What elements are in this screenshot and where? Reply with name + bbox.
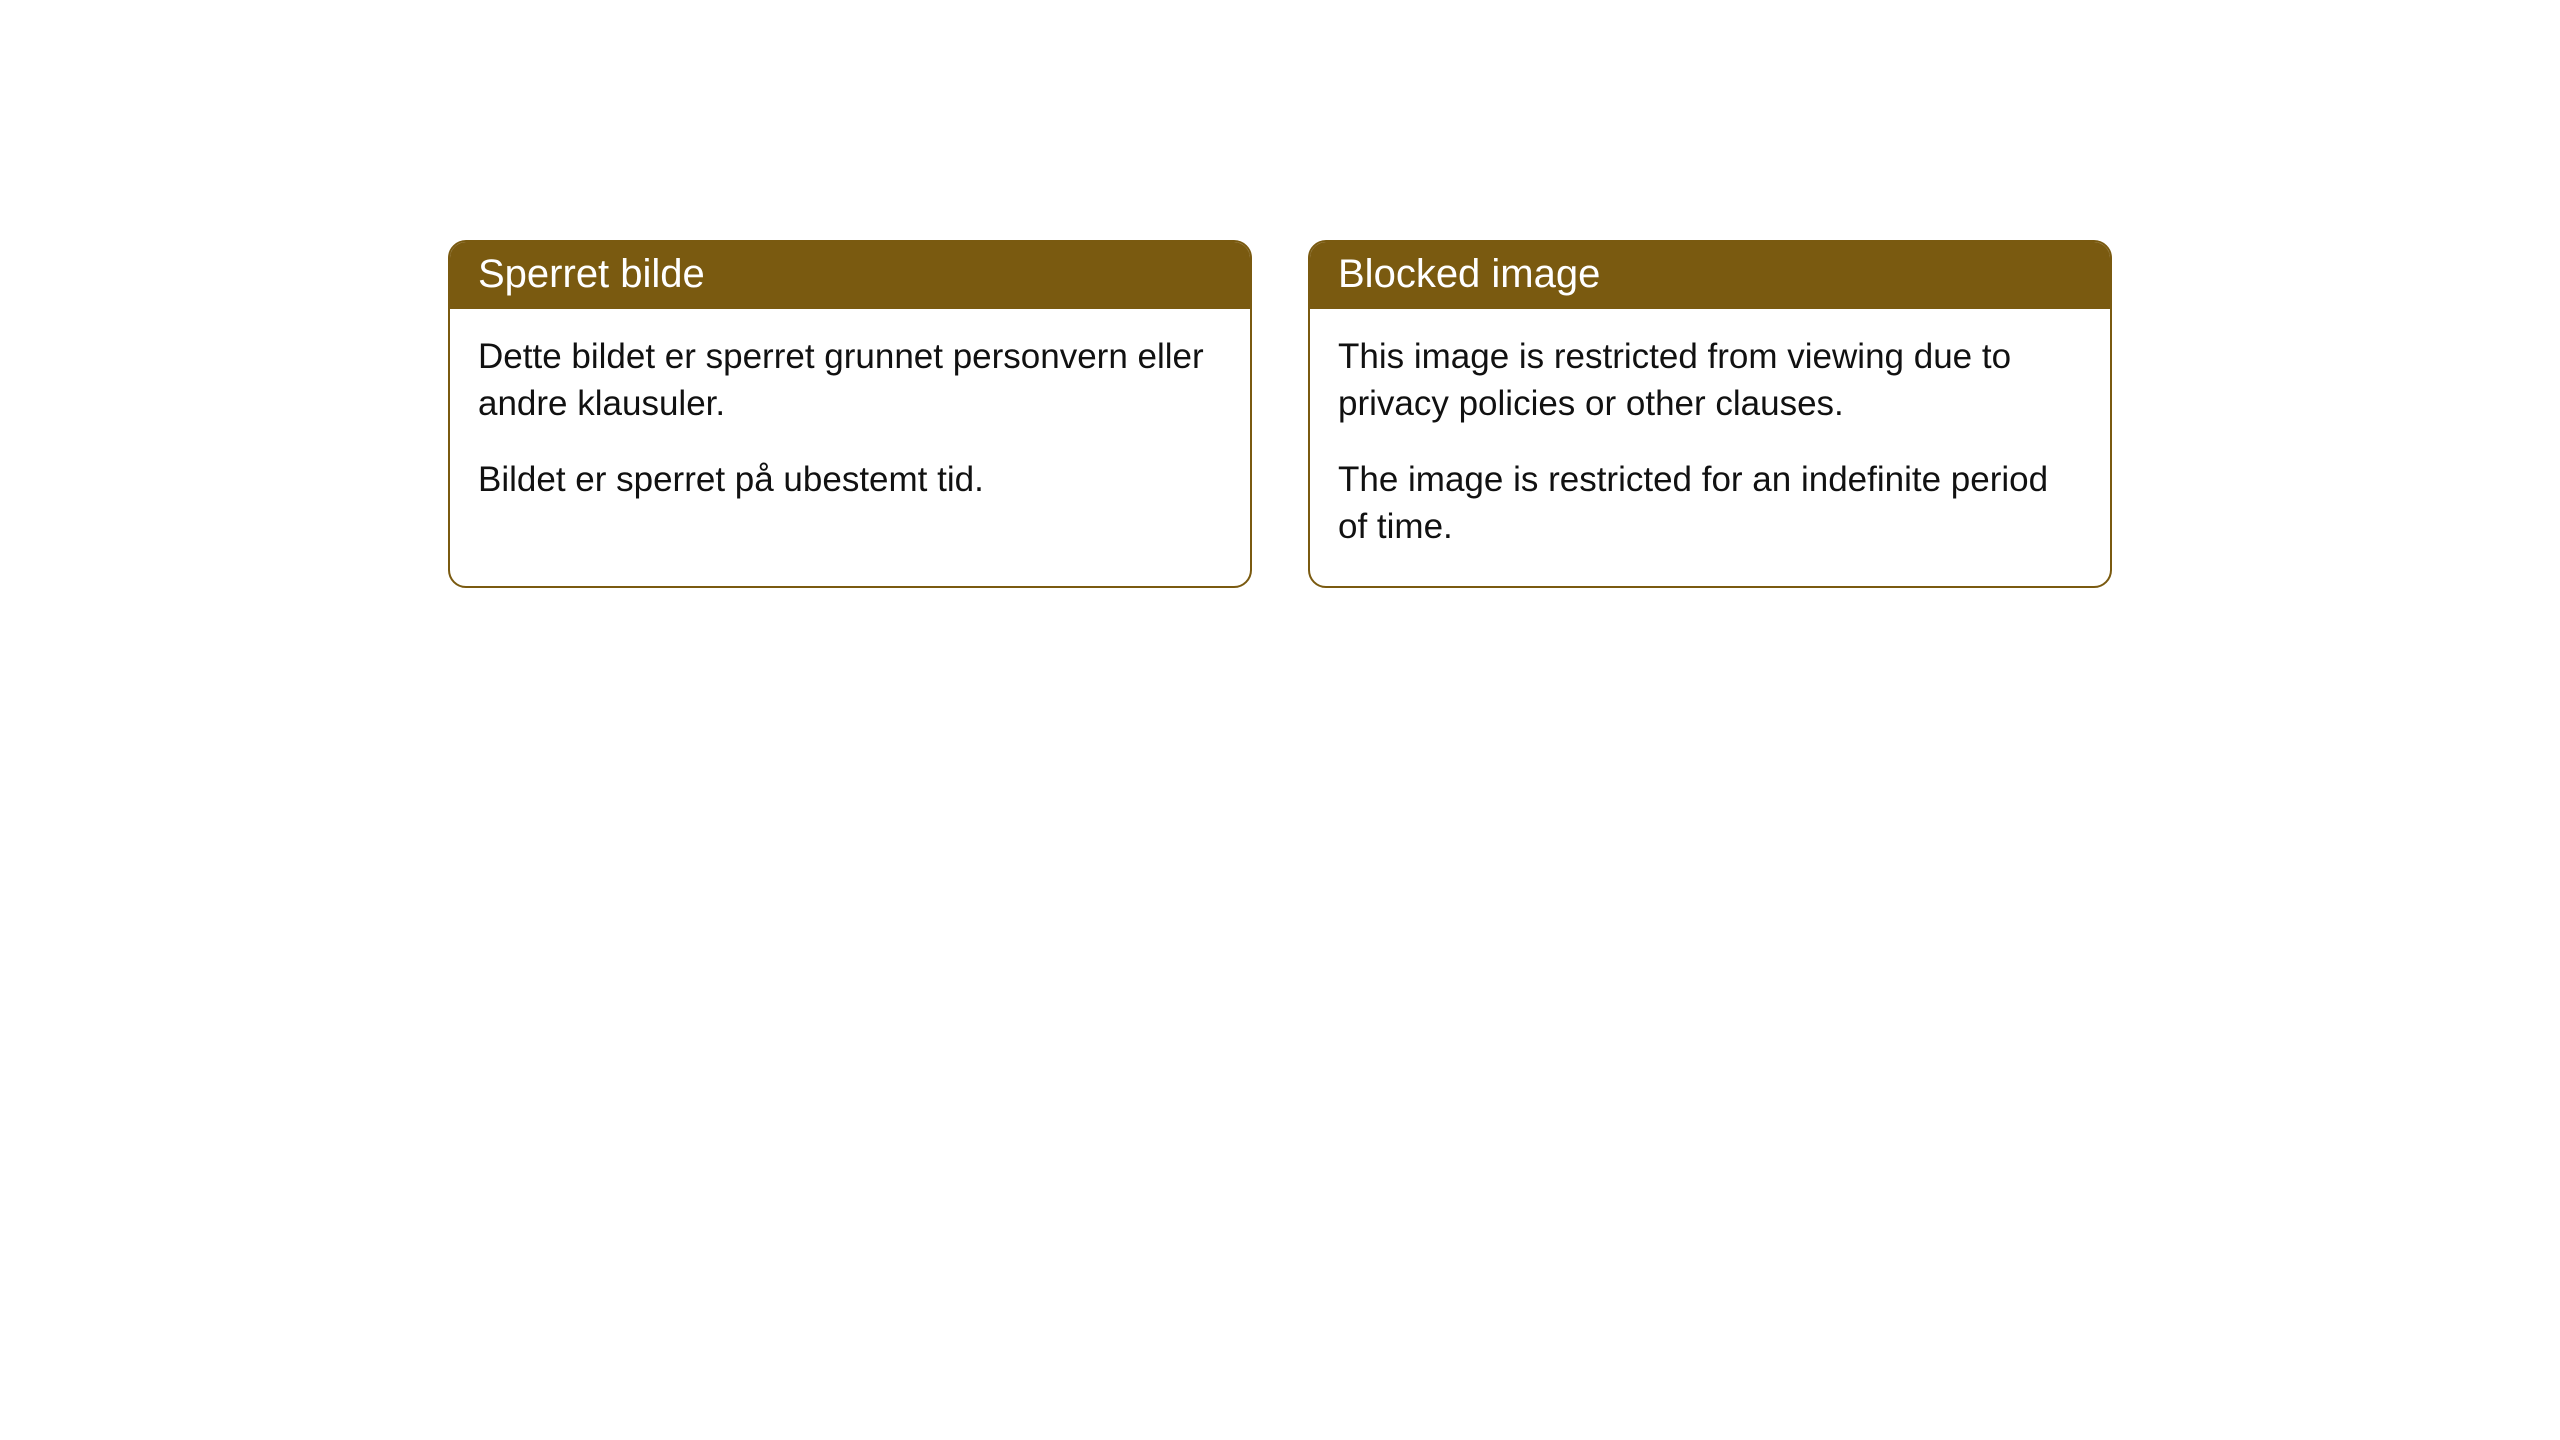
notice-paragraph: This image is restricted from viewing du…	[1338, 333, 2082, 428]
notice-card-norwegian: Sperret bilde Dette bildet er sperret gr…	[448, 240, 1252, 588]
notice-paragraph: Dette bildet er sperret grunnet personve…	[478, 333, 1222, 428]
notice-body-english: This image is restricted from viewing du…	[1310, 309, 2110, 586]
notice-title-english: Blocked image	[1310, 242, 2110, 309]
notice-body-norwegian: Dette bildet er sperret grunnet personve…	[450, 309, 1250, 539]
notice-paragraph: Bildet er sperret på ubestemt tid.	[478, 456, 1222, 503]
notice-title-norwegian: Sperret bilde	[450, 242, 1250, 309]
notice-card-english: Blocked image This image is restricted f…	[1308, 240, 2112, 588]
notice-paragraph: The image is restricted for an indefinit…	[1338, 456, 2082, 551]
notice-container: Sperret bilde Dette bildet er sperret gr…	[0, 0, 2560, 588]
